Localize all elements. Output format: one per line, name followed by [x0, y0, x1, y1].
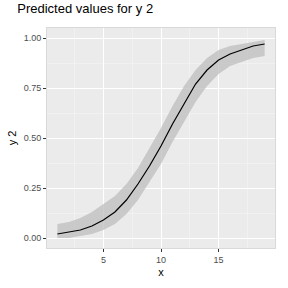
svg-text:0.50: 0.50 [24, 133, 42, 143]
svg-text:5: 5 [101, 255, 106, 265]
svg-text:15: 15 [214, 255, 224, 265]
svg-text:y 2: y 2 [6, 131, 18, 146]
svg-text:0.75: 0.75 [24, 83, 42, 93]
svg-text:1.00: 1.00 [24, 33, 42, 43]
svg-text:0.25: 0.25 [24, 183, 42, 193]
svg-text:0.00: 0.00 [24, 233, 42, 243]
svg-text:Predicted values for y 2: Predicted values for y 2 [17, 1, 153, 16]
svg-text:10: 10 [156, 255, 166, 265]
svg-text:x: x [158, 266, 164, 278]
